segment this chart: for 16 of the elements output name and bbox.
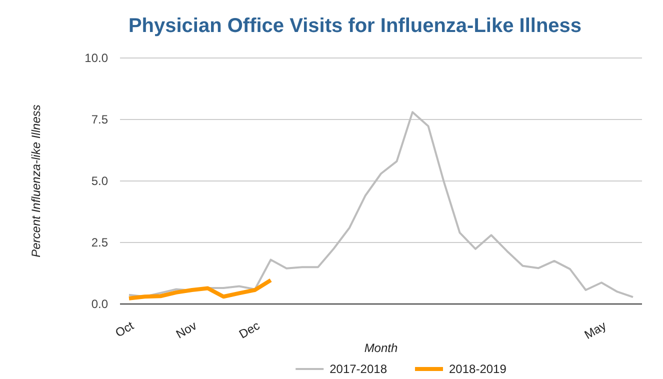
line-series [127, 278, 273, 300]
y-tick-label: 10.0 [84, 50, 108, 65]
y-axis-title: Percent Influenza-like Illness [29, 104, 43, 258]
x-tick-label: May [582, 318, 609, 342]
y-tick-label: 0.0 [91, 296, 108, 311]
x-tick-label: Nov [174, 318, 200, 342]
line-series [128, 111, 634, 298]
chart-title: Physician Office Visits for Influenza-Like Illness [128, 15, 582, 37]
y-tick-label: 7.5 [91, 112, 108, 126]
legend-label: 2017-2018 [330, 362, 388, 376]
x-tick-label: Dec [236, 318, 262, 342]
legend-label: 2018-2019 [449, 362, 507, 376]
x-axis-title: Month [364, 341, 398, 355]
y-tick-label: 2.5 [91, 235, 108, 250]
y-tick-label: 5.0 [91, 174, 108, 188]
x-tick-label: Oct [112, 318, 137, 340]
